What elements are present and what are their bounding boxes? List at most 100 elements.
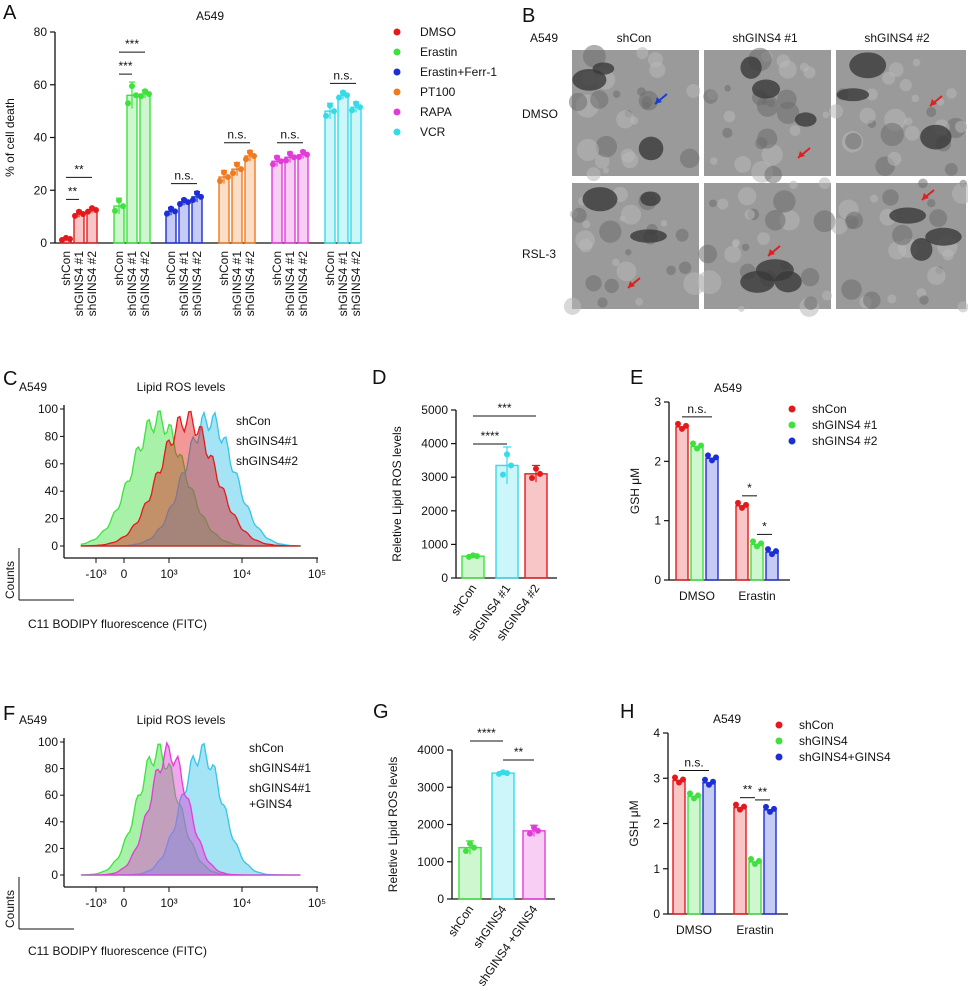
panel-c-y-tick-label: 0 xyxy=(51,539,58,553)
panel-a-point xyxy=(344,92,350,99)
panel-g-y-tick-label: 0 xyxy=(437,892,444,906)
tem-texture xyxy=(887,151,902,166)
panel-h-y-tick-label: 4 xyxy=(653,726,660,740)
panel-a-point xyxy=(194,190,200,197)
panel-h-y-tick-label: 2 xyxy=(653,817,660,831)
panel-e-legend-label: shGINS4 #1 xyxy=(812,418,878,432)
blue-arrow-icon xyxy=(655,97,662,104)
tem-texture xyxy=(773,190,796,213)
tem-image-2 xyxy=(828,50,968,177)
panel-a-point xyxy=(230,170,236,177)
panel-d-point xyxy=(504,451,510,458)
panel-d-y-tick-label: 2000 xyxy=(421,504,448,518)
panel-a-legend-label: RAPA xyxy=(420,105,452,119)
tem-texture xyxy=(625,249,632,256)
tem-row-label-1: RSL-3 xyxy=(522,247,556,261)
mitochondrion xyxy=(640,191,661,207)
tem-texture xyxy=(585,275,602,292)
panel-c-y-tick-label: 20 xyxy=(45,512,59,526)
panel-a-point xyxy=(357,104,363,111)
panel-h-point xyxy=(771,805,777,812)
panel-a-point xyxy=(125,100,131,107)
tem-texture xyxy=(789,180,798,190)
panel-a-x-tick-label: shGINS4 #2 xyxy=(85,251,99,317)
tem-texture xyxy=(635,298,643,306)
panel-a-bar xyxy=(350,106,362,244)
panel-g-ylabel: Reletive Lipid ROS levels xyxy=(386,757,400,892)
tem-texture xyxy=(599,220,622,243)
panel-e-bar xyxy=(690,445,704,581)
panel-a-point xyxy=(116,197,122,204)
tem-texture xyxy=(944,163,958,176)
panel-e-point xyxy=(735,499,741,506)
panel-d-point xyxy=(529,475,535,482)
panel-a-y-tick-label: 40 xyxy=(34,131,48,145)
panel-a-point xyxy=(85,208,91,215)
panel-a-x-tick-label: shGINS4 #1 xyxy=(125,251,139,317)
mitochondrion xyxy=(849,52,887,79)
panel-f-legend-label: shGINS4#1 xyxy=(249,761,311,775)
tem-texture xyxy=(612,90,621,98)
panel-h-point xyxy=(702,776,708,783)
panel-e-y-tick-label: 3 xyxy=(654,395,661,409)
panel-a-point xyxy=(349,107,355,114)
panel-a-point xyxy=(185,199,191,206)
panel-h-significance-label: n.s. xyxy=(684,756,703,770)
panel-g-point xyxy=(467,840,473,847)
panel-a-x-tick-label: shCon xyxy=(59,251,73,286)
panel-d-x-tick-label: shCon xyxy=(448,582,479,618)
panel-a-point xyxy=(217,178,223,185)
tem-texture xyxy=(757,128,778,149)
panel-e-bar xyxy=(675,426,689,581)
tem-texture xyxy=(866,88,878,101)
panel-f-ylabel: Counts xyxy=(3,890,17,928)
tem-texture xyxy=(887,294,897,304)
panel-e-significance-label: * xyxy=(762,519,767,533)
panel-h-title: A549 xyxy=(713,712,741,726)
panel-a-y-tick-label: 80 xyxy=(34,25,48,39)
tem-image-3 xyxy=(563,183,707,315)
panel-g-bar xyxy=(522,830,546,900)
tem-texture xyxy=(678,261,692,274)
panel-e-bar xyxy=(750,543,764,581)
panel-letter-a: A xyxy=(3,2,17,24)
panel-a-significance-label: ** xyxy=(74,162,84,176)
panel-a-y-tick-label: 0 xyxy=(40,236,47,250)
panel-a-y-tick-label: 60 xyxy=(34,78,48,92)
tem-texture xyxy=(757,232,770,245)
panel-e-x-tick-label: DMSO xyxy=(679,589,715,603)
tem-texture xyxy=(918,178,928,189)
panel-h-legend-label: shCon xyxy=(799,718,834,732)
tem-texture xyxy=(582,220,591,229)
panel-e-x-tick-label: Erastin xyxy=(738,589,775,603)
panel-h-point xyxy=(695,792,701,799)
tem-image-0 xyxy=(568,44,701,182)
panel-a-x-tick-label: shCon xyxy=(164,251,178,286)
panel-g-point xyxy=(463,847,469,854)
panel-d-significance-label: *** xyxy=(497,401,511,415)
tem-texture xyxy=(929,209,948,228)
tem-texture xyxy=(660,220,668,227)
panel-a-point xyxy=(93,207,99,214)
panel-e-y-tick-label: 2 xyxy=(654,454,661,468)
tem-texture xyxy=(698,244,718,264)
panel-a-x-tick-label: shGINS4 #1 xyxy=(336,251,350,317)
tem-texture xyxy=(800,267,820,287)
panel-g-point xyxy=(535,827,541,834)
panel-e-ylabel: GSH μM xyxy=(628,468,642,514)
panel-c-cell-line: A549 xyxy=(19,380,47,394)
panel-c-legend-label: shGINS4#1 xyxy=(236,434,298,448)
panel-a-title: A549 xyxy=(196,9,224,23)
panel-e-point xyxy=(698,442,704,449)
panel-a-point xyxy=(296,154,302,161)
legend-dot-icon xyxy=(788,421,796,429)
panel-f-title: Lipid ROS levels xyxy=(137,713,226,727)
panel-h-bar xyxy=(687,795,701,915)
panel-a-point xyxy=(129,83,135,90)
panel-c-x-tick-label: -10³ xyxy=(85,567,106,581)
panel-a-point xyxy=(283,157,289,164)
panel-d-y-tick-label: 0 xyxy=(441,571,448,585)
panel-g-x-tick-label: shCon xyxy=(445,903,476,939)
panel-c-y-tick-label: 60 xyxy=(45,457,59,471)
tem-texture xyxy=(880,122,904,147)
